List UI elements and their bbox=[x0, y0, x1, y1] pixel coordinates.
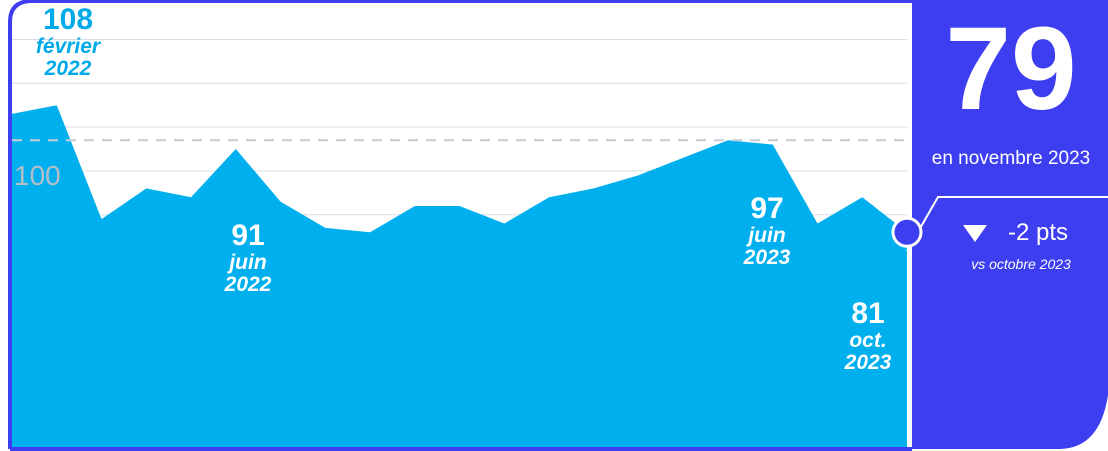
summary-panel bbox=[912, 0, 1108, 449]
annotation-june-2023: 97 juin 2023 bbox=[722, 193, 812, 269]
last-point-marker bbox=[891, 216, 923, 248]
annotation-june-2023-year: 2023 bbox=[743, 245, 791, 269]
current-value: 79 bbox=[945, 3, 1077, 135]
change-value: -2 pts bbox=[946, 221, 1096, 245]
comparison-period: vs octobre 2023 bbox=[971, 256, 1071, 272]
annotation-peak-value: 108 bbox=[42, 3, 94, 36]
annotation-june-2022-value: 91 bbox=[231, 219, 265, 252]
area-series bbox=[12, 105, 907, 447]
annotation-june-2022-year: 2022 bbox=[224, 272, 272, 296]
annotation-june-2022-month: juin bbox=[229, 250, 267, 274]
annotation-peak-year: 2022 bbox=[44, 56, 92, 80]
annotation-peak: 108 février 2022 bbox=[20, 4, 116, 80]
change-text: -2 pts bbox=[1007, 219, 1069, 246]
reference-label: 100 bbox=[14, 160, 61, 191]
annotation-june-2023-value: 97 bbox=[750, 192, 784, 225]
annotation-oct-2023: 81 oct. 2023 bbox=[826, 298, 910, 374]
annotation-oct-2023-year: 2023 bbox=[844, 350, 892, 374]
annotation-june-2023-month: juin bbox=[748, 223, 786, 247]
current-period: en novembre 2023 bbox=[931, 148, 1091, 169]
annotation-oct-2023-value: 81 bbox=[851, 297, 885, 330]
card-border bbox=[8, 0, 912, 451]
down-triangle-icon bbox=[963, 225, 987, 242]
annotation-june-2022: 91 juin 2022 bbox=[206, 220, 290, 296]
annotation-oct-2023-month: oct. bbox=[849, 328, 887, 352]
annotation-peak-month: février bbox=[35, 34, 101, 58]
